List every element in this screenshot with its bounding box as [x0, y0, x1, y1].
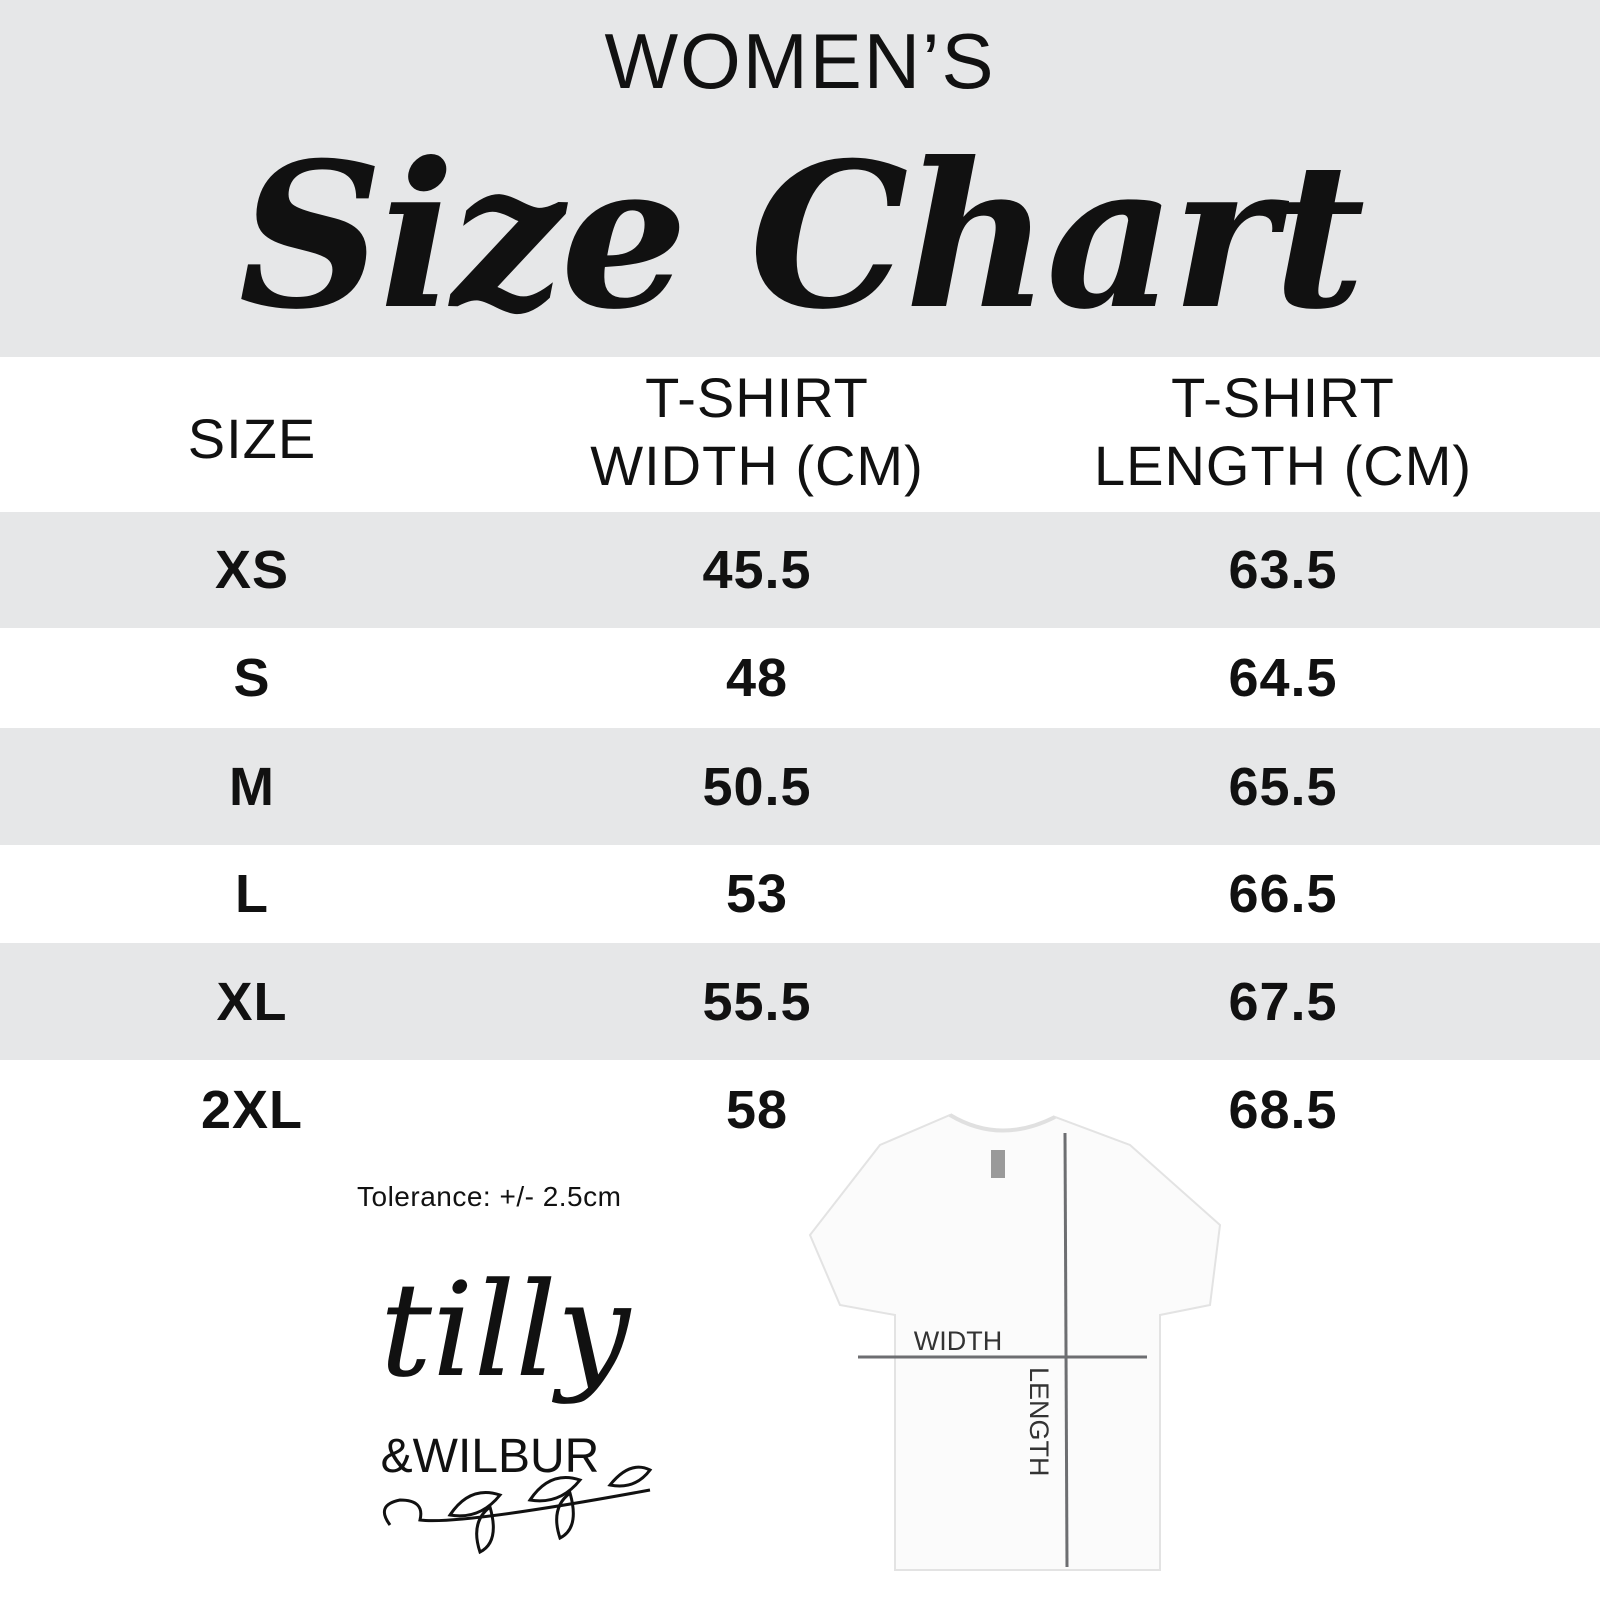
size-cell: XL: [216, 971, 288, 1032]
length-cell: 64.5: [1228, 648, 1338, 708]
tshirt-diagram: WIDTH LENGTH: [808, 1113, 1222, 1571]
width-cell: 58: [725, 1080, 789, 1140]
tag-icon: [991, 1150, 1005, 1178]
size-cell: 2XL: [200, 1080, 304, 1140]
column-header-line: T-SHIRT: [645, 366, 869, 429]
width-cell: 48: [725, 648, 789, 708]
length-line: [1063, 1132, 1069, 1568]
length-cell: 68.5: [1228, 1080, 1338, 1140]
tshirt-icon: [808, 1113, 1222, 1571]
page-title: Size Chart: [238, 119, 1366, 354]
table-row: S 48 64.5: [0, 628, 1600, 728]
table-row: M 50.5 65.5: [0, 728, 1600, 845]
table-row: XL 55.5 67.5: [0, 943, 1600, 1060]
size-cell: S: [233, 648, 271, 708]
width-cell: 50.5: [702, 756, 812, 817]
subtitle: WOMEN’S: [604, 17, 996, 105]
width-cell: 55.5: [702, 971, 812, 1032]
length-cell: 65.5: [1228, 756, 1338, 817]
header-band: WOMEN’S Size Chart: [0, 0, 1600, 357]
column-header-line: LENGTH (CM): [1093, 434, 1473, 497]
brand-logo: tilly &WILBUR: [380, 1254, 653, 1555]
logo-line1: tilly: [380, 1254, 632, 1406]
width-cell: 45.5: [702, 540, 812, 600]
table-row: L 53 66.5: [0, 845, 1600, 943]
table-row: XS 45.5 63.5: [0, 512, 1600, 628]
column-header-line: T-SHIRT: [1171, 366, 1395, 429]
length-cell: 66.5: [1228, 864, 1338, 924]
logo-line2: &WILBUR: [381, 1430, 600, 1483]
width-label: WIDTH: [914, 1326, 1002, 1356]
tolerance-note: Tolerance: +/- 2.5cm: [357, 1181, 622, 1212]
length-cell: 63.5: [1228, 540, 1338, 600]
length-label: LENGTH: [1024, 1367, 1054, 1477]
width-cell: 53: [725, 864, 789, 924]
column-header-length: T-SHIRT LENGTH (CM): [1033, 364, 1533, 500]
table-row: 2XL 58 68.5: [0, 1060, 1600, 1160]
column-header-size: SIZE: [187, 407, 317, 470]
column-header-width: T-SHIRT WIDTH (CM): [557, 364, 957, 500]
size-cell: XS: [214, 540, 290, 600]
size-cell: M: [229, 756, 275, 817]
length-cell: 67.5: [1228, 971, 1338, 1032]
leaf-branch-icon: [382, 1465, 653, 1555]
column-header-line: WIDTH (CM): [590, 434, 924, 497]
size-cell: L: [235, 864, 269, 924]
